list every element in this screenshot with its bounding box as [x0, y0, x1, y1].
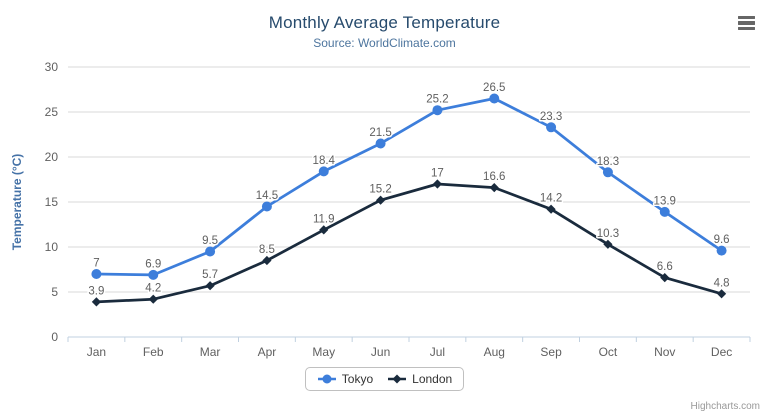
- y-axis-label: 20: [45, 150, 59, 164]
- data-point-london[interactable]: [716, 289, 727, 299]
- data-label: 23.3: [540, 111, 562, 123]
- chart-subtitle: Source: WorldClimate.com: [313, 36, 456, 50]
- x-axis-label: Dec: [711, 345, 732, 359]
- legend-label-tokyo: Tokyo: [341, 372, 374, 386]
- x-axis-label: Sep: [540, 345, 562, 359]
- x-axis-label: Nov: [654, 345, 675, 359]
- y-axis-label: 10: [45, 240, 59, 254]
- data-point-london[interactable]: [432, 179, 443, 189]
- series-line-tokyo: [95, 97, 723, 277]
- data-label: 21.5: [369, 127, 391, 139]
- data-label: 18.4: [313, 155, 336, 167]
- data-point-tokyo[interactable]: [602, 167, 613, 178]
- x-axis-label: Jan: [87, 345, 106, 359]
- credits-link[interactable]: Highcharts.com: [690, 401, 760, 412]
- data-label: 13.9: [654, 195, 676, 207]
- y-axis-label: 15: [45, 195, 59, 209]
- x-axis-label: May: [312, 345, 335, 359]
- data-point-tokyo[interactable]: [205, 246, 216, 257]
- data-label: 6.6: [657, 261, 673, 273]
- hamburger-bar: [737, 16, 755, 20]
- data-point-tokyo[interactable]: [318, 166, 329, 177]
- data-label: 26.5: [483, 82, 505, 94]
- data-point-london[interactable]: [319, 225, 329, 235]
- data-label: 9.5: [202, 235, 218, 247]
- y-axis-label: 0: [51, 330, 58, 344]
- data-label: 14.2: [540, 193, 562, 205]
- hamburger-bar: [737, 21, 755, 25]
- data-point-london[interactable]: [375, 195, 386, 205]
- x-axis-label: Jun: [371, 345, 390, 359]
- x-axis-label: Oct: [599, 345, 618, 359]
- y-axis-label: 5: [51, 285, 58, 299]
- data-point-tokyo[interactable]: [716, 245, 727, 256]
- data-point-tokyo[interactable]: [432, 105, 443, 116]
- chart-title: Monthly Average Temperature: [268, 13, 501, 32]
- x-axis-label: Jul: [430, 345, 445, 359]
- x-axis-label: Apr: [258, 345, 277, 359]
- data-label: 4.2: [145, 283, 161, 295]
- data-point-london[interactable]: [546, 204, 556, 214]
- legend-box: Tokyo London: [304, 367, 465, 391]
- data-point-tokyo[interactable]: [91, 269, 102, 279]
- data-label: 9.6: [714, 234, 730, 246]
- legend: Tokyo London: [0, 367, 769, 391]
- data-label: 16.6: [483, 171, 505, 183]
- data-point-london[interactable]: [660, 273, 670, 283]
- data-point-tokyo[interactable]: [375, 138, 386, 149]
- data-point-tokyo[interactable]: [261, 201, 272, 212]
- legend-label-london: London: [412, 372, 453, 386]
- x-axis-label: Aug: [484, 345, 505, 359]
- data-point-tokyo[interactable]: [148, 269, 159, 280]
- data-label: 10.3: [597, 228, 619, 240]
- tokyo-series-marker-icon: [317, 374, 336, 384]
- hamburger-bar: [737, 26, 755, 30]
- data-point-tokyo[interactable]: [489, 93, 500, 104]
- london-series-marker-icon: [388, 374, 407, 384]
- data-point-london[interactable]: [205, 281, 215, 291]
- data-label: 4.8: [714, 277, 730, 289]
- data-label: 11.9: [313, 213, 335, 225]
- data-label: 18.3: [597, 156, 619, 168]
- series-line-london: [95, 182, 723, 304]
- data-label: 6.9: [145, 258, 161, 270]
- data-label: 25.2: [426, 94, 448, 106]
- data-label: 17: [431, 168, 444, 180]
- x-axis-label: Mar: [200, 345, 221, 359]
- x-axis-label: Feb: [143, 345, 164, 359]
- legend-item-london[interactable]: London: [387, 372, 452, 386]
- data-label: 14.5: [256, 190, 278, 202]
- data-point-london[interactable]: [91, 297, 102, 307]
- data-label: 7: [93, 258, 99, 270]
- data-label: 5.7: [202, 269, 218, 281]
- data-point-tokyo[interactable]: [546, 122, 557, 133]
- y-axis-label: 30: [45, 60, 59, 74]
- data-label: 8.5: [259, 244, 275, 256]
- y-axis-label: 25: [45, 105, 59, 119]
- data-point-london[interactable]: [603, 239, 613, 249]
- data-label: 3.9: [88, 285, 104, 297]
- legend-item-tokyo[interactable]: Tokyo: [317, 372, 373, 386]
- data-point-london[interactable]: [262, 255, 272, 266]
- data-point-tokyo[interactable]: [659, 206, 670, 217]
- data-point-london[interactable]: [489, 183, 499, 193]
- data-point-london[interactable]: [148, 294, 158, 304]
- data-label: 15.2: [369, 184, 391, 196]
- hamburger-icon[interactable]: [735, 13, 757, 33]
